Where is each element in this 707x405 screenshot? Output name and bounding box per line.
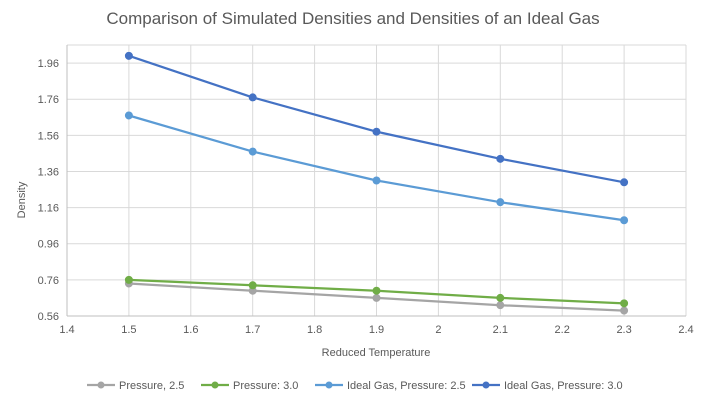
data-point <box>248 147 257 156</box>
data-point <box>620 299 629 308</box>
data-point <box>496 301 505 310</box>
y-tick-label: 1.96 <box>38 58 59 70</box>
axes: 0.56 0.76 0.96 1.16 1.36 1.56 1.76 1.96 1.4 1.5 1.… <box>38 45 694 336</box>
y-tick-label: 0.96 <box>38 239 59 251</box>
x-tick-label: 2.2 <box>555 324 570 336</box>
data-point <box>496 154 505 163</box>
legend-marker-2 <box>211 381 219 389</box>
x-tick-label: 2.1 <box>493 324 508 336</box>
data-point <box>620 216 629 225</box>
data-point <box>620 178 629 187</box>
y-tick-label: 1.16 <box>38 203 59 215</box>
y-tick-label: 1.76 <box>38 94 59 106</box>
x-tick-label: 1.9 <box>369 324 384 336</box>
x-tick-label: 1.7 <box>245 324 260 336</box>
y-tick-label: 0.56 <box>38 311 59 323</box>
chart-title: Comparison of Simulated Densities and De… <box>106 9 599 28</box>
data-point <box>372 176 381 185</box>
legend-label-1: Pressure, 2.5 <box>119 380 184 392</box>
x-tick-label: 2 <box>435 324 441 336</box>
x-axis-title: Reduced Temperature <box>322 347 431 359</box>
series-layer <box>124 51 629 315</box>
legend-marker-3 <box>325 381 333 389</box>
data-point <box>124 51 133 60</box>
x-tick-label: 1.6 <box>183 324 198 336</box>
data-point <box>372 127 381 136</box>
y-tick-label: 1.56 <box>38 130 59 142</box>
legend-marker-1 <box>97 381 105 389</box>
y-tick-label: 1.36 <box>38 166 59 178</box>
data-point <box>124 111 133 120</box>
x-tick-label: 2.4 <box>678 324 693 336</box>
x-tick-label: 1.4 <box>59 324 74 336</box>
legend: Pressure, 2.5 Pressure: 3.0 Ideal Gas, Pre… <box>87 380 623 392</box>
data-point <box>248 93 257 102</box>
data-point <box>496 293 505 302</box>
x-tick-label: 1.5 <box>121 324 136 336</box>
data-point <box>372 293 381 302</box>
x-tick-label: 2.3 <box>616 324 631 336</box>
y-axis-title: Density <box>16 181 28 218</box>
data-point <box>496 198 505 207</box>
data-point <box>124 275 133 284</box>
y-tick-label: 0.76 <box>38 275 59 287</box>
x-tick-label: 1.8 <box>307 324 322 336</box>
data-point <box>372 286 381 295</box>
legend-label-2: Pressure: 3.0 <box>233 380 298 392</box>
legend-marker-4 <box>482 381 490 389</box>
legend-label-3: Ideal Gas, Pressure: 2.5 <box>347 380 466 392</box>
data-point <box>620 306 629 315</box>
data-point <box>248 281 257 290</box>
legend-label-4: Ideal Gas, Pressure: 3.0 <box>504 380 623 392</box>
